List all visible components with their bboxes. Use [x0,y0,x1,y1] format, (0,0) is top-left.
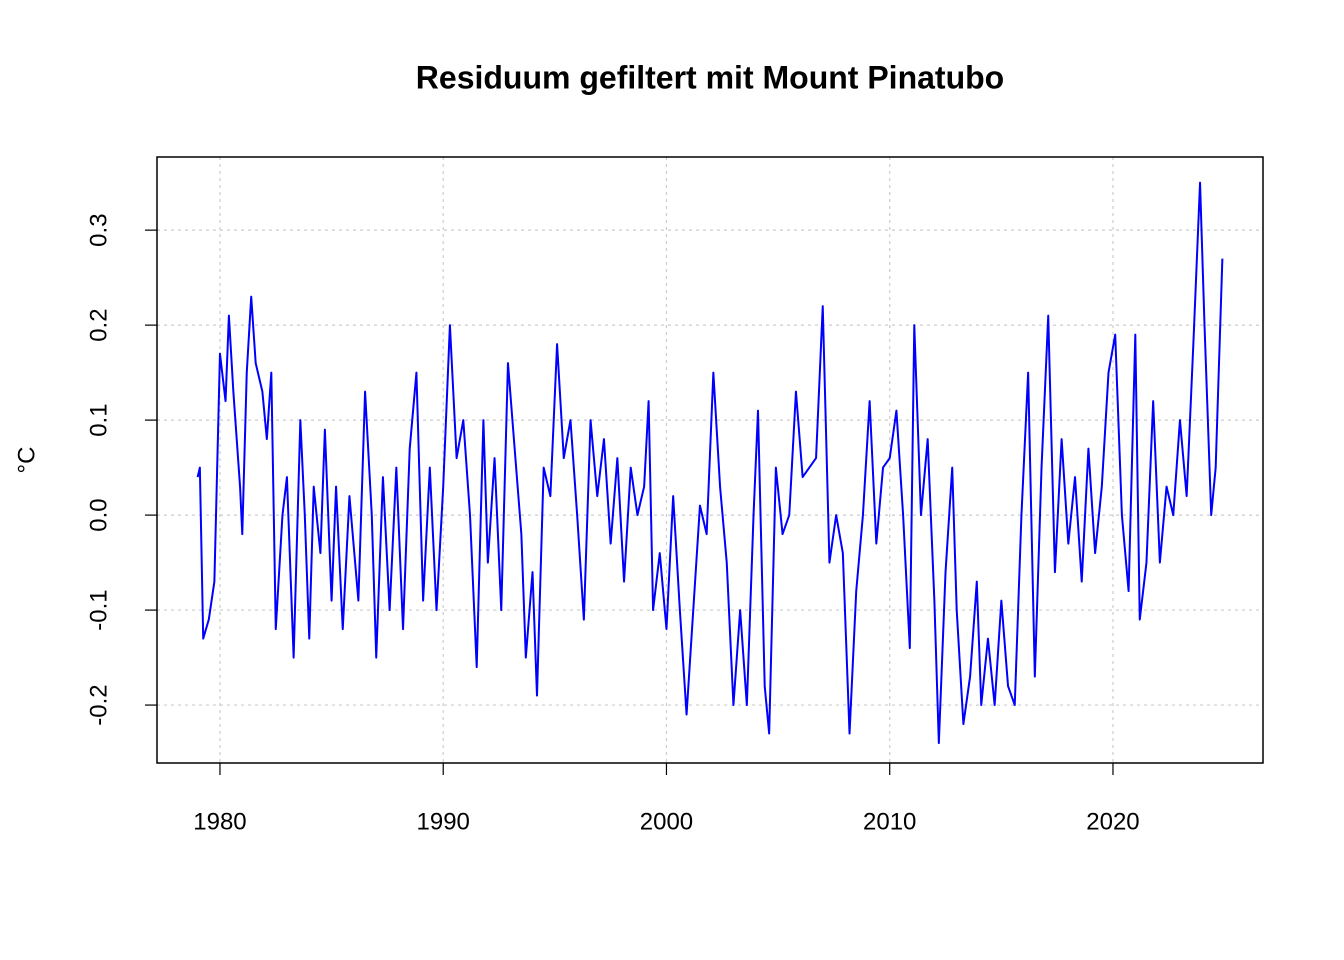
chart-title: Residuum gefiltert mit Mount Pinatubo [416,59,1004,95]
x-tick-label: 1990 [417,808,470,835]
y-tick-label: 0.0 [85,498,112,531]
y-tick-label: -0.1 [85,589,112,630]
data-line [196,181,1224,745]
y-tick-label: 0.2 [85,308,112,341]
y-axis-label: °C [13,447,40,474]
x-tick-label: 2010 [863,808,916,835]
y-tick-label: 0.1 [85,403,112,436]
x-tick-label: 2000 [640,808,693,835]
y-tick-label: -0.2 [85,684,112,725]
plot-frame [156,156,1264,764]
y-tick-label: 0.3 [85,213,112,246]
x-tick-label: 1980 [193,808,246,835]
x-tick-label: 2020 [1086,808,1139,835]
